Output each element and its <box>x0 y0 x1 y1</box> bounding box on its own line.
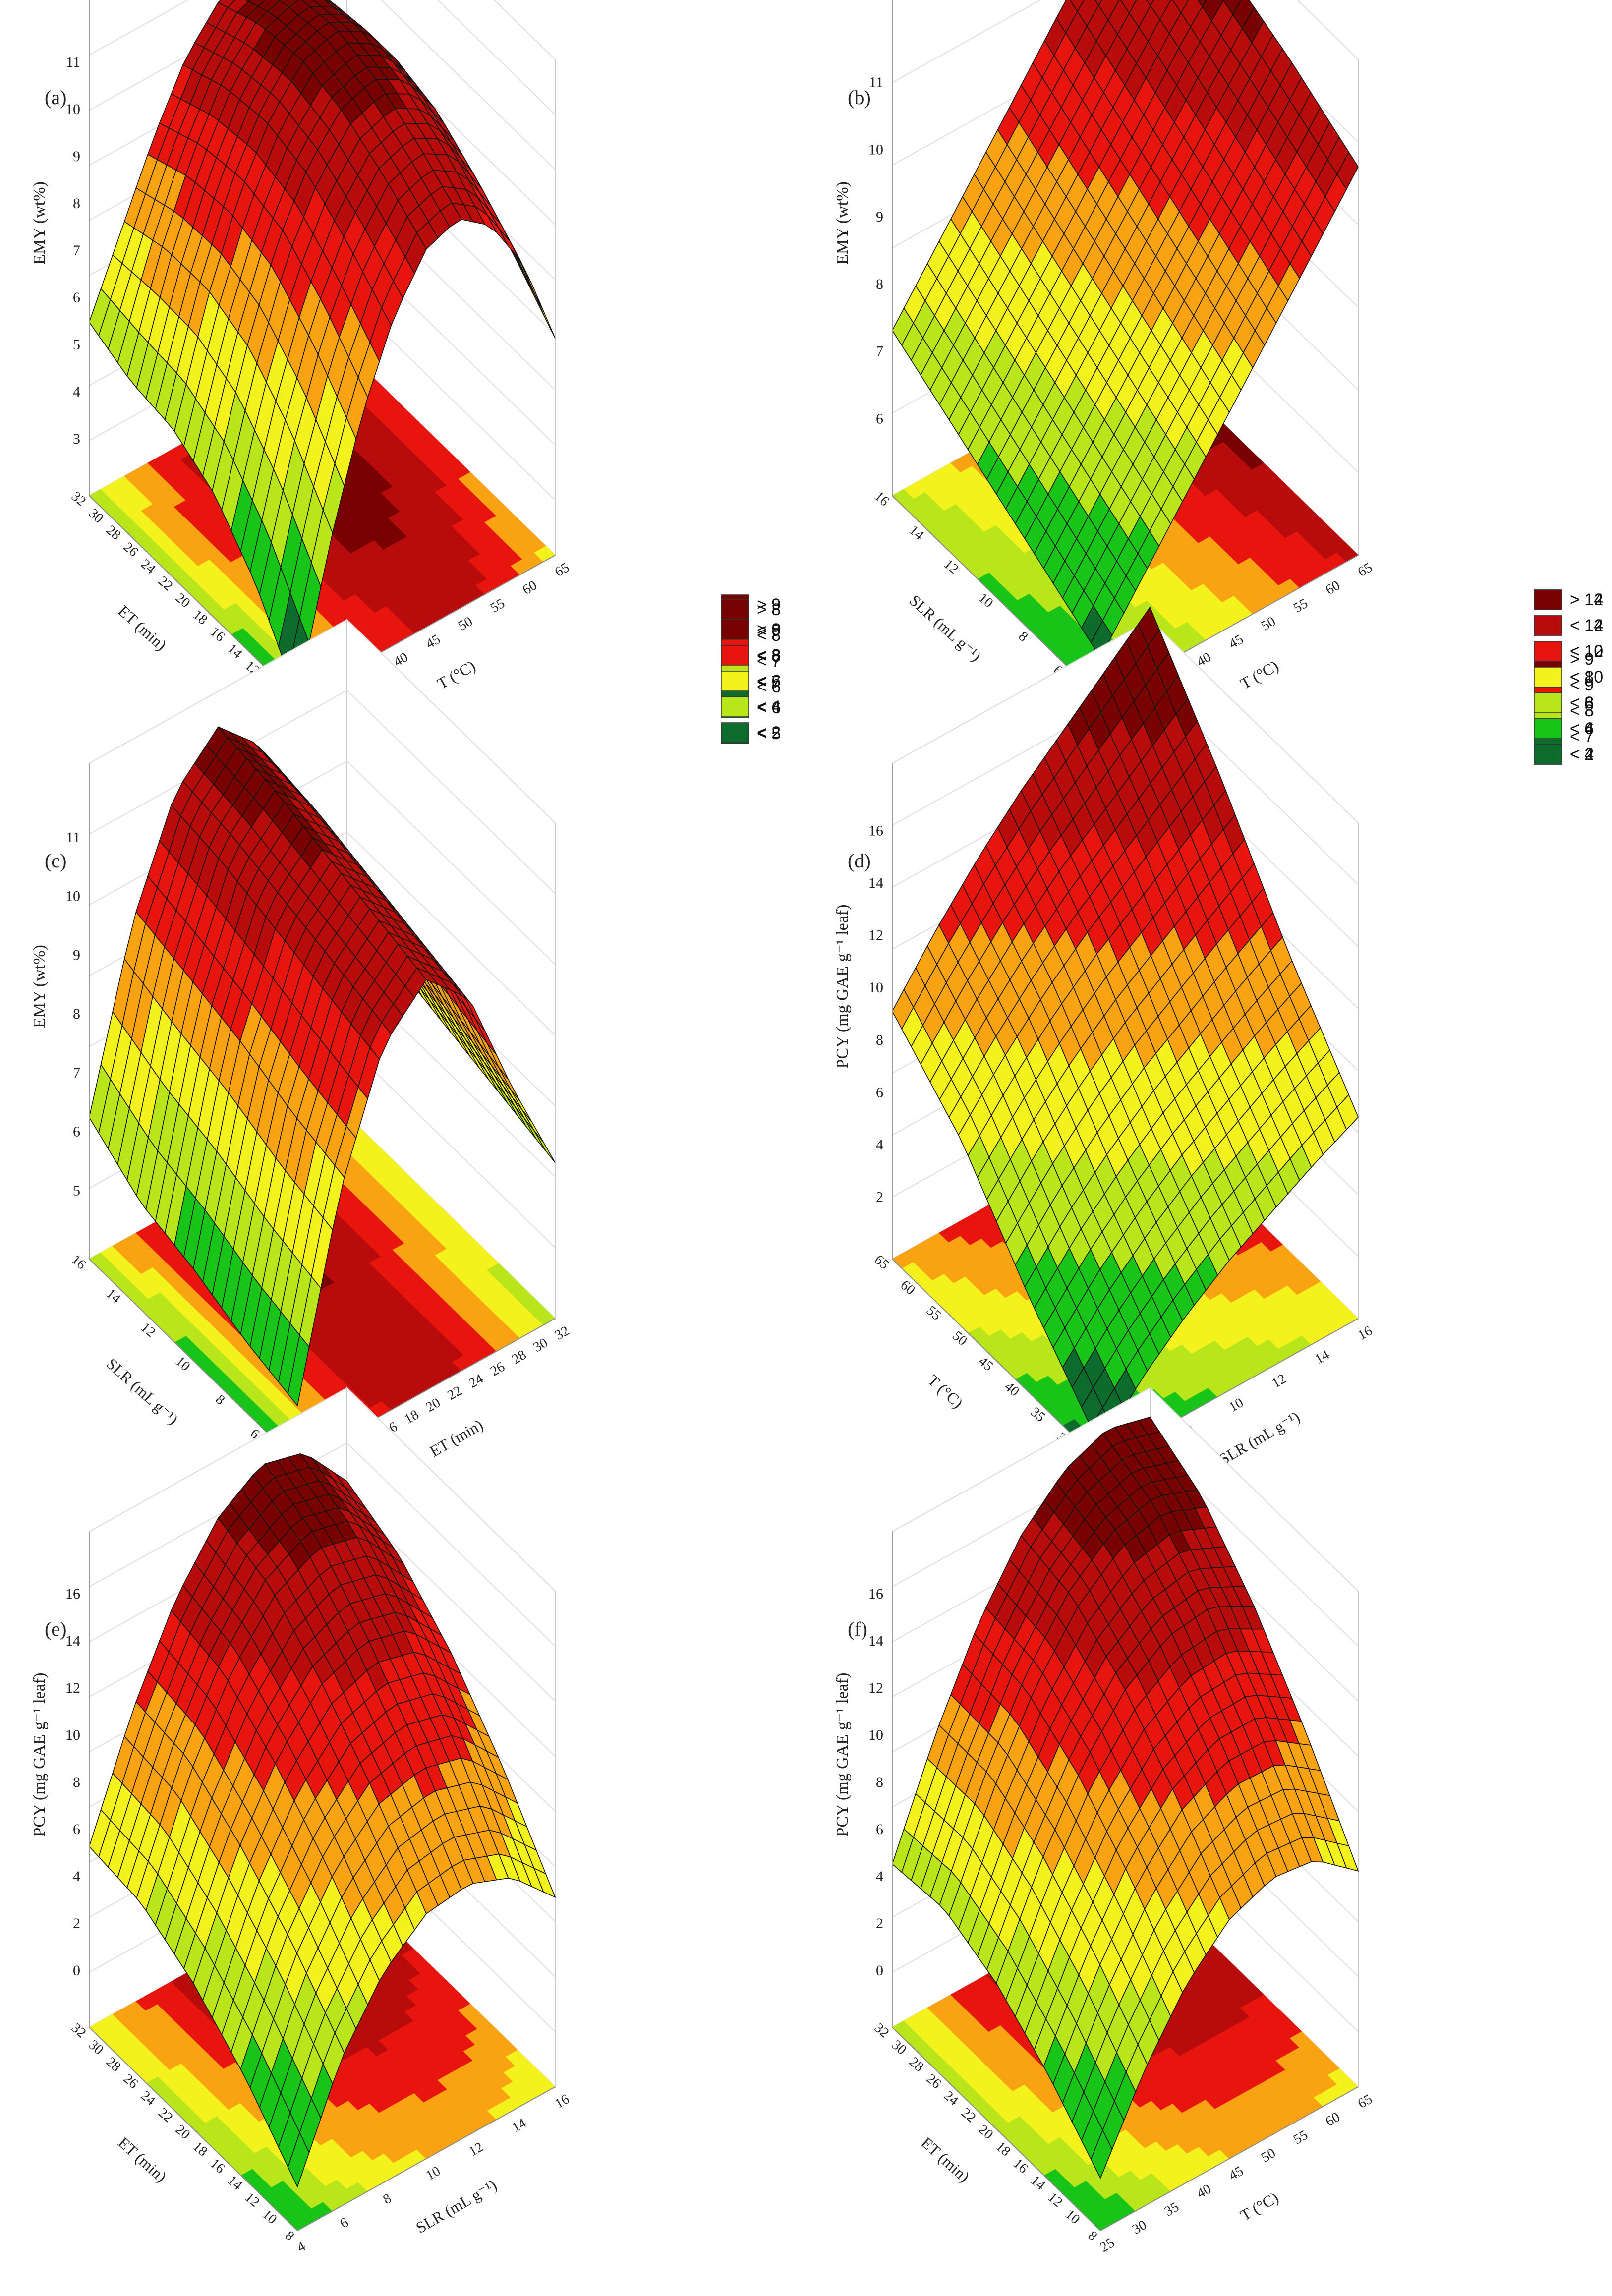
x-axis-label: ET (min) <box>427 1416 486 1460</box>
y-axis-label: SLR (mL g⁻¹) <box>906 591 985 665</box>
x-tick-label: 26 <box>488 1359 508 1379</box>
z-axis-label: EMY (wt%) <box>30 181 49 265</box>
x-tick-label: 20 <box>423 1395 443 1415</box>
y-axis-label: SLR (mL g⁻¹) <box>103 1355 182 1428</box>
surface-mesh-cell <box>1094 0 1102 6</box>
z-tick-label: 10 <box>868 141 883 158</box>
z-tick-label: 8 <box>876 1032 883 1048</box>
x-tick-label: 45 <box>423 631 443 652</box>
surface-mesh-cell <box>1146 0 1154 7</box>
surface-mesh-cell <box>1172 0 1189 13</box>
legend-label: < 6 <box>757 698 781 717</box>
y-tick-label: 65 <box>871 1252 892 1273</box>
z-tick-label: 7 <box>73 1065 80 1081</box>
surface-mesh-cell <box>1120 0 1137 14</box>
z-tick-label: 2 <box>876 1189 883 1205</box>
z-tick-label: 12 <box>868 927 883 944</box>
panel-label: (d) <box>848 850 871 872</box>
x-axis-label: T (°C) <box>1237 657 1281 692</box>
z-tick-label: 3 <box>73 431 80 447</box>
x-tick-label: 45 <box>1226 631 1246 652</box>
wall-gridline <box>89 0 556 170</box>
x-tick-label: 65 <box>552 560 572 580</box>
y-tick-label: 8 <box>213 1392 228 1408</box>
x-tick-label: 60 <box>1323 577 1343 598</box>
legend-label: < 7 <box>757 673 781 691</box>
z-tick-label: 16 <box>868 823 883 839</box>
x-tick-label: 14 <box>1312 1347 1332 1368</box>
z-tick-label: 8 <box>876 276 883 292</box>
x-axis-label: T (°C) <box>434 657 478 692</box>
z-tick-label: 11 <box>66 54 80 70</box>
x-tick-label: 32 <box>552 1323 572 1343</box>
z-tick-label: 9 <box>73 947 80 963</box>
surface-mesh-cell <box>245 0 251 2</box>
wall-gridline <box>89 0 556 115</box>
x-tick-label: 28 <box>509 1347 529 1368</box>
surface-mesh-cell <box>1069 0 1085 12</box>
z-axis-label: EMY (wt%) <box>833 181 852 265</box>
x-tick-label: 55 <box>1291 596 1311 616</box>
y-axis-label: T (°C) <box>924 1371 967 1412</box>
x-tick-label: 24 <box>466 1371 486 1391</box>
x-tick-label: 55 <box>488 596 508 616</box>
z-tick-label: 6 <box>73 289 80 306</box>
y-tick-label: 16 <box>68 1252 89 1273</box>
x-tick-label: 60 <box>520 577 540 598</box>
x-axis-label: SLR (mL g⁻¹) <box>1216 1408 1303 1468</box>
z-tick-label: 5 <box>73 1182 80 1199</box>
panel-label: (a) <box>45 86 66 109</box>
x-tick-label: 50 <box>1259 614 1278 634</box>
z-tick-label: 6 <box>876 410 883 427</box>
z-tick-label: 6 <box>876 1084 883 1100</box>
z-axis-label: PCY (mg GAE g⁻¹ leaf) <box>833 905 852 1069</box>
x-tick-label: 18 <box>402 1407 422 1427</box>
surface-mesh-cell <box>248 0 266 7</box>
surface-mesh-cell <box>533 292 556 339</box>
legend-label: < 5 <box>757 724 781 743</box>
z-tick-label: 10 <box>65 101 80 117</box>
z-tick-label: 5 <box>73 337 80 353</box>
z-tick-label: 4 <box>73 384 80 400</box>
legend-label: < 8 <box>757 647 781 666</box>
z-tick-label: 6 <box>73 1124 80 1140</box>
z-tick-label: 8 <box>73 1006 80 1022</box>
z-axis-label: EMY (wt%) <box>30 945 49 1028</box>
x-tick-label: 50 <box>456 614 475 634</box>
x-tick-label: 12 <box>1269 1371 1289 1391</box>
surface-mesh-cell <box>1197 0 1207 8</box>
x-tick-label: 22 <box>445 1383 464 1403</box>
y-tick-label: 16 <box>871 489 892 510</box>
z-tick-label: 11 <box>66 829 80 846</box>
y-tick-label: 8 <box>1016 629 1031 645</box>
z-tick-label: 9 <box>73 148 80 165</box>
legend-label: > 9 <box>757 595 781 614</box>
x-tick-label: 16 <box>1355 1323 1375 1343</box>
panel-label: (c) <box>45 850 66 872</box>
z-tick-label: 8 <box>73 195 80 212</box>
z-tick-label: 10 <box>65 888 80 905</box>
z-tick-label: 9 <box>876 209 883 225</box>
legend-label: < 9 <box>757 621 781 640</box>
legend-label: > 8 <box>757 600 781 619</box>
z-tick-label: 7 <box>876 344 883 360</box>
z-tick-label: 10 <box>868 979 883 996</box>
z-tick-label: 11 <box>869 74 883 91</box>
x-tick-label: 30 <box>531 1335 551 1355</box>
legend-swatch <box>721 599 749 620</box>
y-axis-label: ET (min) <box>115 602 170 654</box>
z-tick-label: 14 <box>868 875 883 891</box>
x-tick-label: 65 <box>1355 560 1375 580</box>
z-tick-label: 7 <box>73 242 80 259</box>
z-tick-label: 4 <box>876 1137 883 1153</box>
panel-label: (b) <box>848 86 871 109</box>
x-tick-label: 10 <box>1226 1395 1246 1415</box>
y-tick-label: 32 <box>68 489 89 510</box>
